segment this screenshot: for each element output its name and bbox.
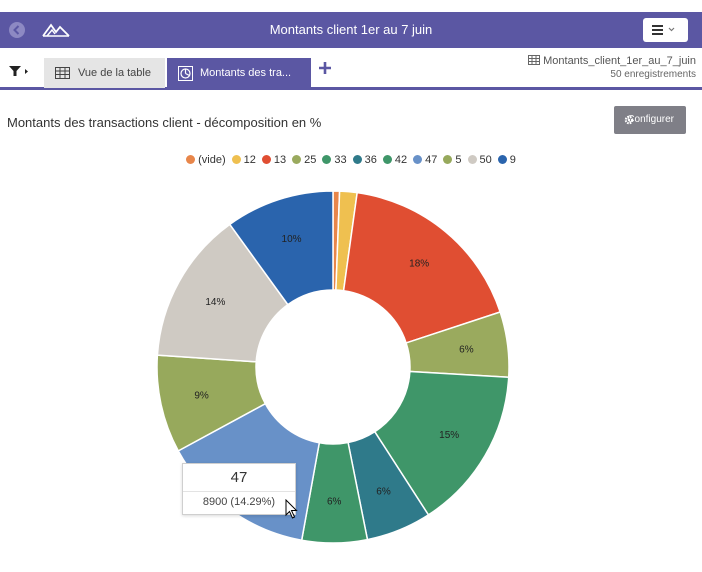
tab-table-label: Vue de la table — [78, 67, 151, 79]
legend-swatch — [497, 155, 507, 164]
legend-label: 9 — [509, 154, 516, 166]
legend-item[interactable]: 36 — [352, 154, 377, 166]
tooltip-title: 47 — [230, 469, 248, 486]
slice-label: 10% — [282, 234, 302, 245]
slice-label: 6% — [327, 496, 342, 507]
data-source-label: Montants_client_1er_au_7_juin — [543, 55, 696, 67]
legend-swatch — [322, 155, 332, 164]
legend-item[interactable]: 42 — [382, 154, 408, 166]
configure-label: Configurer — [627, 114, 674, 125]
slice-label: 18% — [409, 259, 429, 270]
slice-label: 15% — [439, 430, 459, 441]
legend-label: 13 — [273, 154, 287, 166]
legend-swatch — [261, 155, 271, 164]
tab-chart-view[interactable]: Montants des tra... — [167, 58, 311, 88]
slice-label: 6% — [376, 487, 391, 498]
legend-label: (vide) — [198, 154, 226, 166]
legend-swatch — [382, 155, 392, 164]
gear-icon — [624, 115, 634, 125]
legend-label: 42 — [394, 154, 408, 166]
record-count: 50 enregistrements — [610, 69, 696, 80]
app-header: Montants client 1er au 7 juin — [0, 12, 702, 48]
legend-item[interactable]: (vide) — [186, 154, 226, 166]
legend-item[interactable]: 5 — [443, 154, 462, 166]
legend-item[interactable]: 12 — [231, 154, 256, 166]
hamburger-menu-icon — [652, 25, 675, 35]
legend-item[interactable]: 50 — [467, 154, 492, 166]
legend-swatch — [413, 155, 423, 164]
legend-label: 36 — [364, 154, 377, 166]
tab-table-view[interactable]: Vue de la table — [44, 58, 165, 88]
data-source-name[interactable]: Montants_client_1er_au_7_juin — [528, 55, 696, 67]
pie-slice[interactable] — [373, 370, 510, 516]
legend-item[interactable]: 33 — [322, 154, 347, 166]
legend-label: 47 — [425, 154, 438, 166]
chart-title: Montants des transactions client - décom… — [7, 115, 322, 130]
legend-label: 5 — [455, 154, 462, 166]
legend-swatch — [231, 155, 241, 164]
legend-swatch — [186, 155, 196, 164]
tab-bar: Vue de la table Montants des tra... Mont… — [0, 52, 702, 90]
table-grid-icon — [528, 55, 541, 65]
slice-label: 9% — [194, 391, 209, 402]
tab-chart-label: Montants des tra... — [200, 67, 292, 79]
mountains-logo-icon — [42, 23, 70, 37]
tooltip-divider — [183, 491, 295, 492]
legend-swatch — [467, 155, 477, 164]
pie-chart-icon — [178, 66, 193, 81]
legend-label: 50 — [479, 154, 492, 166]
pie-slice[interactable] — [228, 190, 334, 306]
data-source-info: Montants_client_1er_au_7_juin 50 enregis… — [528, 55, 696, 80]
chart-legend: (vide) 12 13 25 33 36 42 47 5 50 9 — [0, 154, 702, 166]
back-button[interactable] — [9, 22, 25, 38]
slice-label: 14% — [205, 297, 225, 308]
legend-item[interactable]: 9 — [497, 154, 516, 166]
configure-button[interactable]: Configurer — [614, 106, 686, 134]
legend-swatch — [352, 155, 362, 164]
plus-icon[interactable] — [318, 61, 332, 75]
legend-swatch — [292, 155, 302, 164]
slice-label: 6% — [459, 345, 474, 356]
menu-button[interactable] — [643, 18, 688, 42]
chart-tooltip: 47 8900 (14.29%) — [182, 463, 296, 515]
legend-label: 12 — [243, 154, 256, 166]
legend-swatch — [443, 155, 453, 164]
legend-item[interactable]: 13 — [261, 154, 287, 166]
legend-label: 25 — [304, 154, 317, 166]
legend-item[interactable]: 47 — [413, 154, 437, 166]
filter-button[interactable] — [8, 64, 36, 78]
legend-item[interactable]: 25 — [292, 154, 316, 166]
app-title: Montants client 1er au 7 juin — [269, 22, 433, 37]
table-grid-icon — [55, 67, 70, 79]
legend-label: 33 — [334, 154, 347, 166]
filter-icon — [9, 66, 28, 76]
tooltip-value: 8900 (14.29%) — [202, 496, 276, 508]
mouse-cursor-icon — [285, 499, 298, 519]
pie-slice[interactable] — [342, 191, 502, 344]
back-arrow-icon — [13, 25, 20, 35]
